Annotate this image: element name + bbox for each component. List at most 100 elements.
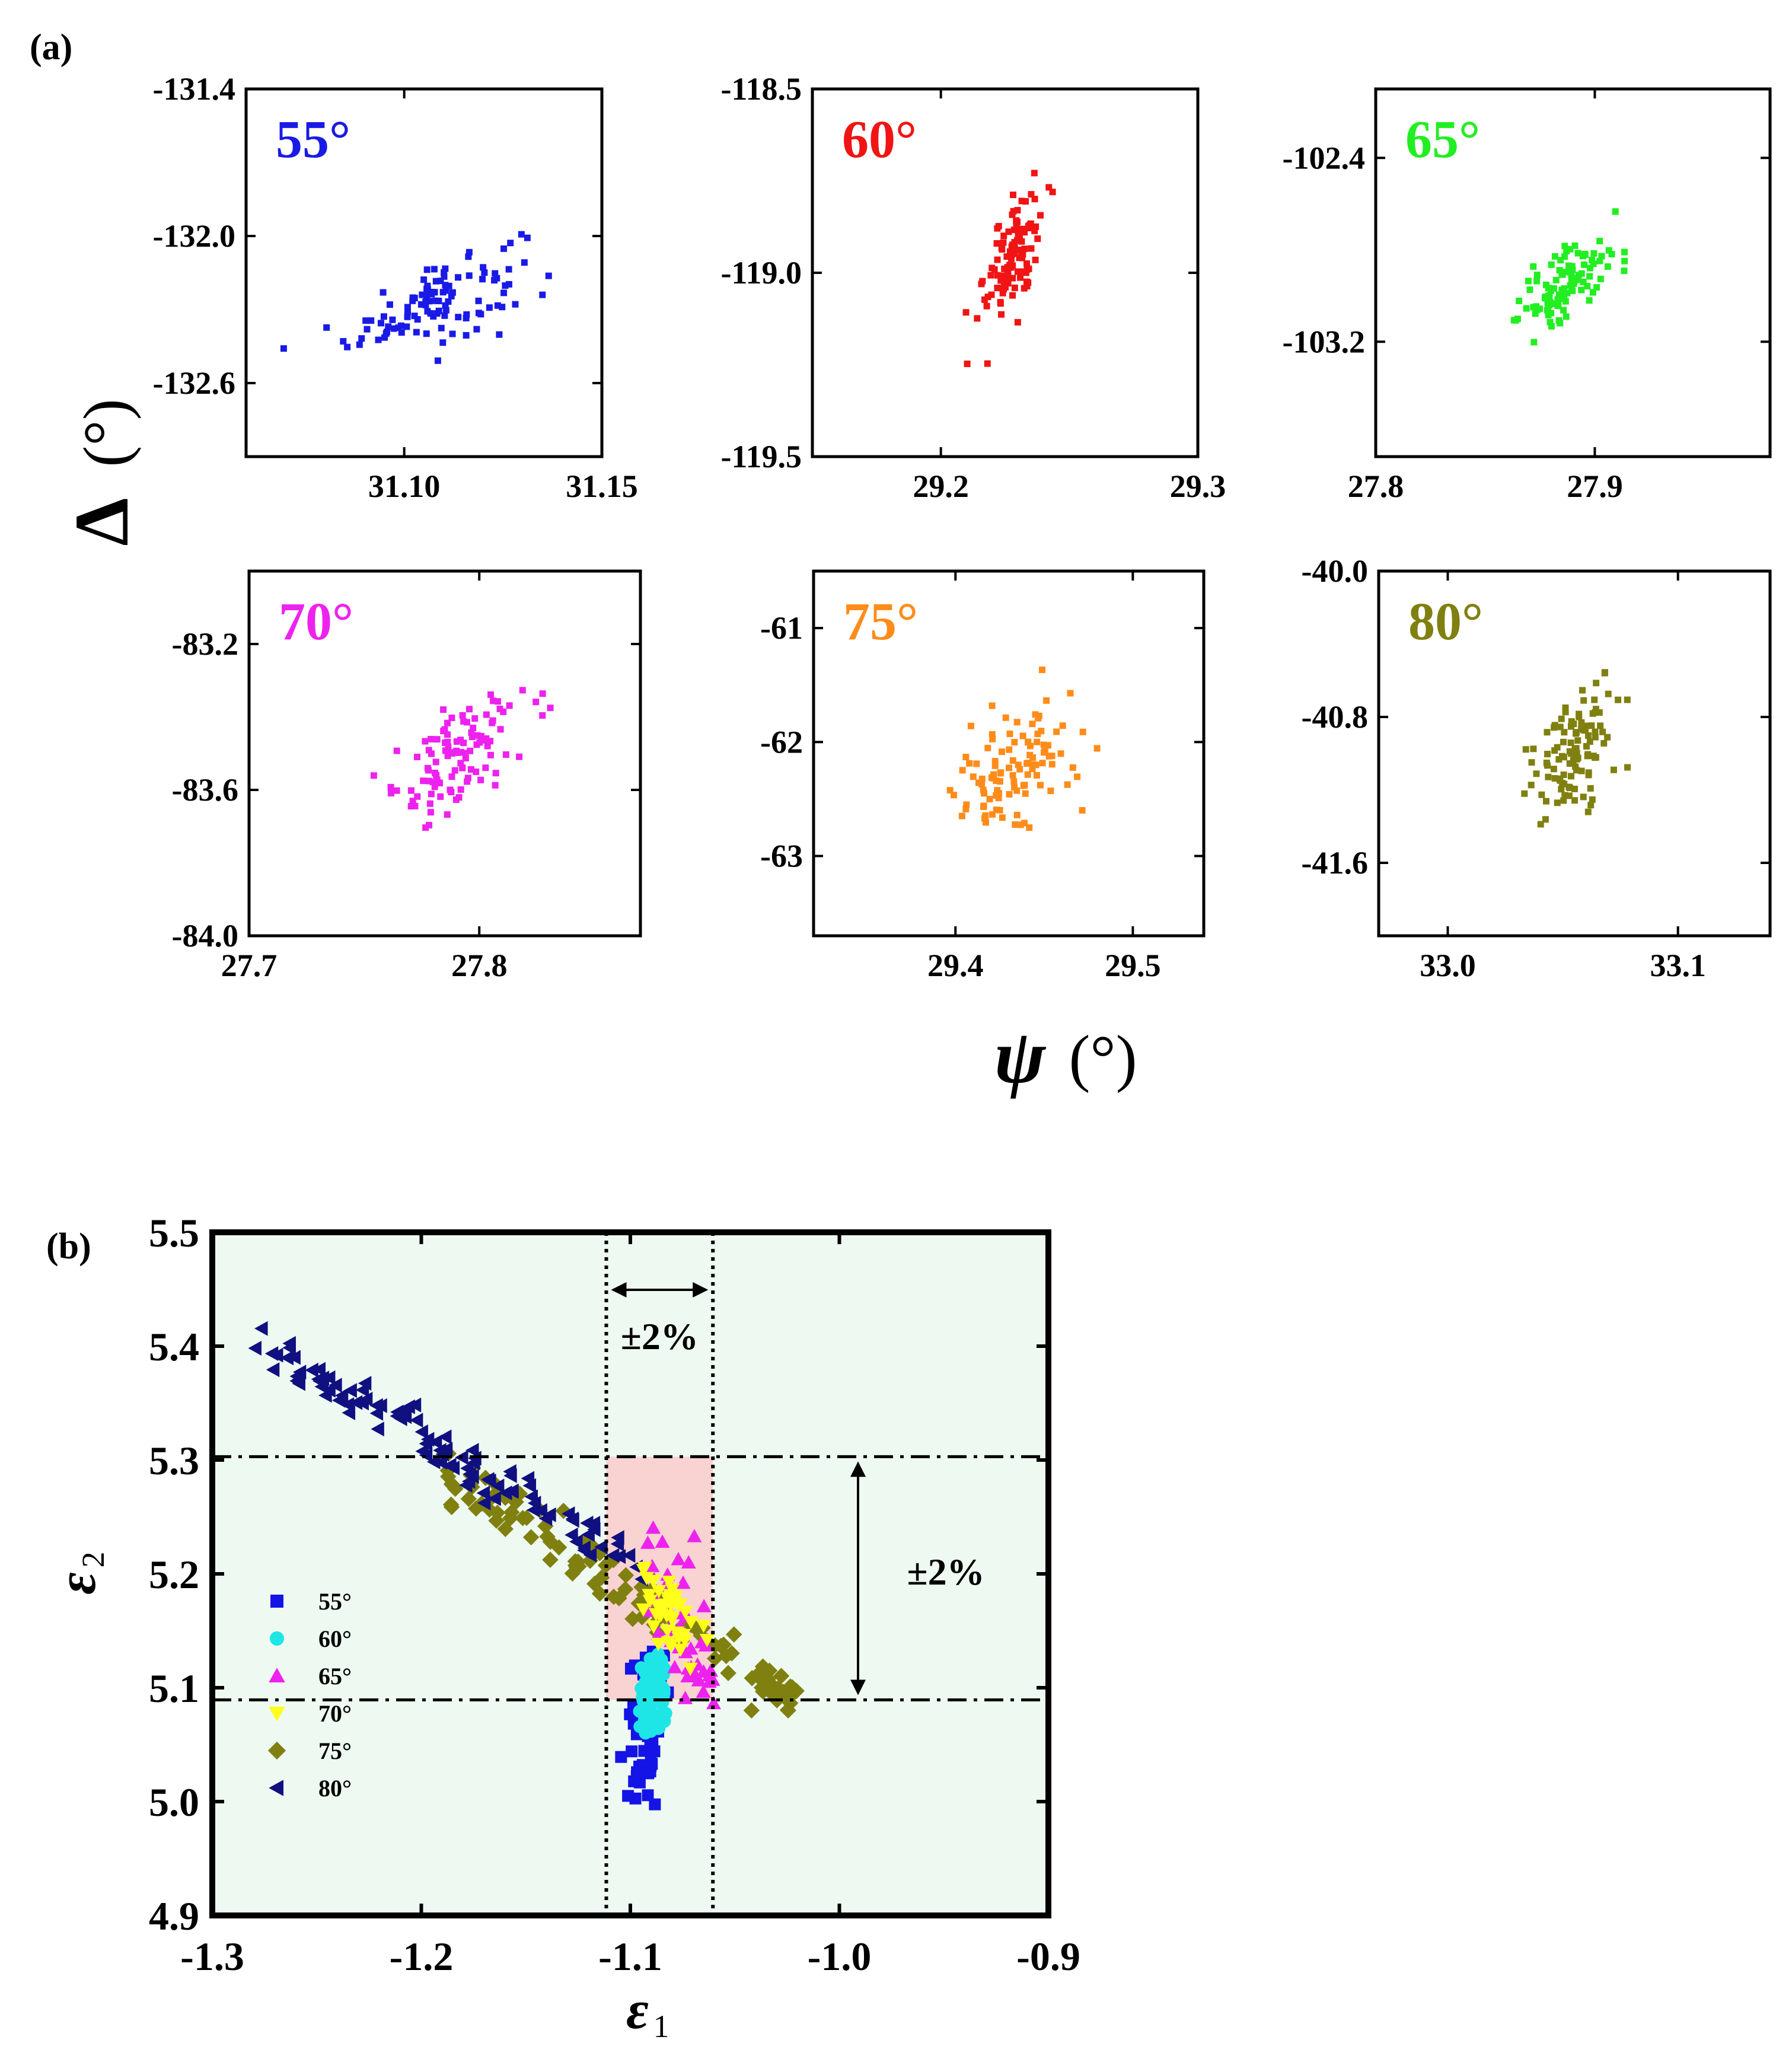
x-tick-label: 29.4	[927, 948, 984, 983]
data-point	[448, 789, 455, 796]
data-point	[1006, 248, 1013, 255]
data-point	[706, 1695, 722, 1710]
data-point	[1557, 257, 1564, 264]
data-point	[407, 803, 414, 810]
data-point	[661, 1576, 677, 1589]
data-point	[995, 795, 1002, 802]
data-point	[1013, 811, 1021, 818]
data-point	[624, 1662, 637, 1675]
data-point	[646, 1620, 661, 1634]
data-point	[962, 805, 970, 812]
data-point	[428, 1435, 442, 1450]
data-point	[407, 787, 414, 794]
data-point	[438, 1429, 452, 1445]
data-point	[633, 1720, 647, 1733]
data-point	[650, 1599, 665, 1613]
data-point	[312, 1362, 326, 1377]
data-point	[664, 1639, 679, 1653]
data-point	[1053, 728, 1060, 735]
data-point	[533, 699, 540, 706]
data-point	[996, 807, 1003, 814]
data-point	[314, 1379, 329, 1394]
data-point	[455, 274, 462, 281]
data-point	[1548, 323, 1555, 330]
data-point	[1022, 269, 1029, 276]
data-point	[975, 779, 983, 786]
data-point	[502, 282, 509, 289]
data-point	[1554, 296, 1561, 303]
data-point	[414, 793, 421, 800]
data-point	[550, 1539, 567, 1556]
data-point	[497, 1521, 514, 1537]
data-point	[1023, 278, 1030, 285]
data-point	[1565, 266, 1573, 273]
data-point	[441, 312, 448, 319]
data-point	[490, 697, 497, 705]
x-tick-label: 27.9	[1567, 468, 1623, 504]
data-point	[1514, 315, 1521, 323]
data-point	[1557, 777, 1564, 784]
data-point	[996, 778, 1003, 785]
data-point	[409, 1413, 423, 1428]
data-point	[377, 320, 384, 327]
data-point	[1014, 268, 1021, 275]
data-point	[444, 731, 451, 738]
data-point	[1590, 753, 1597, 760]
data-point	[356, 341, 363, 348]
data-point	[605, 1548, 620, 1563]
data-point	[465, 1443, 479, 1458]
data-point	[1027, 742, 1034, 750]
data-point	[1015, 226, 1022, 233]
data-point	[1544, 729, 1551, 736]
data-point	[1041, 747, 1048, 754]
data-point	[989, 735, 996, 742]
data-point	[1016, 254, 1023, 262]
data-point	[453, 738, 460, 745]
data-point	[1567, 246, 1574, 253]
data-point	[487, 751, 494, 758]
data-point	[1530, 745, 1537, 753]
data-point	[363, 326, 371, 333]
data-point	[1006, 790, 1013, 798]
data-point	[638, 1666, 652, 1679]
data-point	[1571, 745, 1579, 753]
data-point	[500, 245, 507, 252]
data-point	[465, 272, 473, 279]
data-point	[1584, 283, 1591, 290]
data-point	[1029, 754, 1037, 761]
data-point	[505, 1483, 519, 1499]
data-point	[983, 302, 990, 310]
data-point	[1561, 243, 1568, 250]
data-point	[1561, 295, 1568, 302]
data-point	[393, 787, 400, 794]
data-point	[1029, 721, 1036, 728]
data-point	[1523, 305, 1530, 312]
data-point	[1064, 781, 1071, 788]
data-point	[966, 760, 973, 767]
data-point	[434, 357, 441, 364]
data-point	[1542, 798, 1549, 805]
data-point	[980, 786, 987, 793]
data-point	[1018, 238, 1025, 245]
data-point	[496, 331, 503, 338]
y-axis-label-sub: 2	[75, 1552, 111, 1568]
data-point	[411, 313, 418, 320]
data-point	[1615, 696, 1622, 703]
data-point	[1604, 734, 1611, 741]
x-tick-label: -1.3	[180, 1934, 244, 1979]
data-point	[389, 316, 396, 323]
data-point	[981, 790, 988, 797]
data-point	[958, 812, 965, 820]
data-point	[1522, 746, 1529, 753]
data-point	[254, 1321, 268, 1336]
data-point	[423, 294, 431, 301]
data-point	[463, 331, 470, 339]
data-point	[503, 1468, 517, 1483]
legend-marker	[269, 1780, 283, 1796]
y-tick-label: -40.0	[1302, 553, 1368, 589]
data-point	[417, 301, 425, 308]
data-point	[1573, 756, 1580, 763]
data-point	[1605, 247, 1612, 254]
data-point	[492, 770, 499, 777]
data-point	[457, 760, 464, 767]
